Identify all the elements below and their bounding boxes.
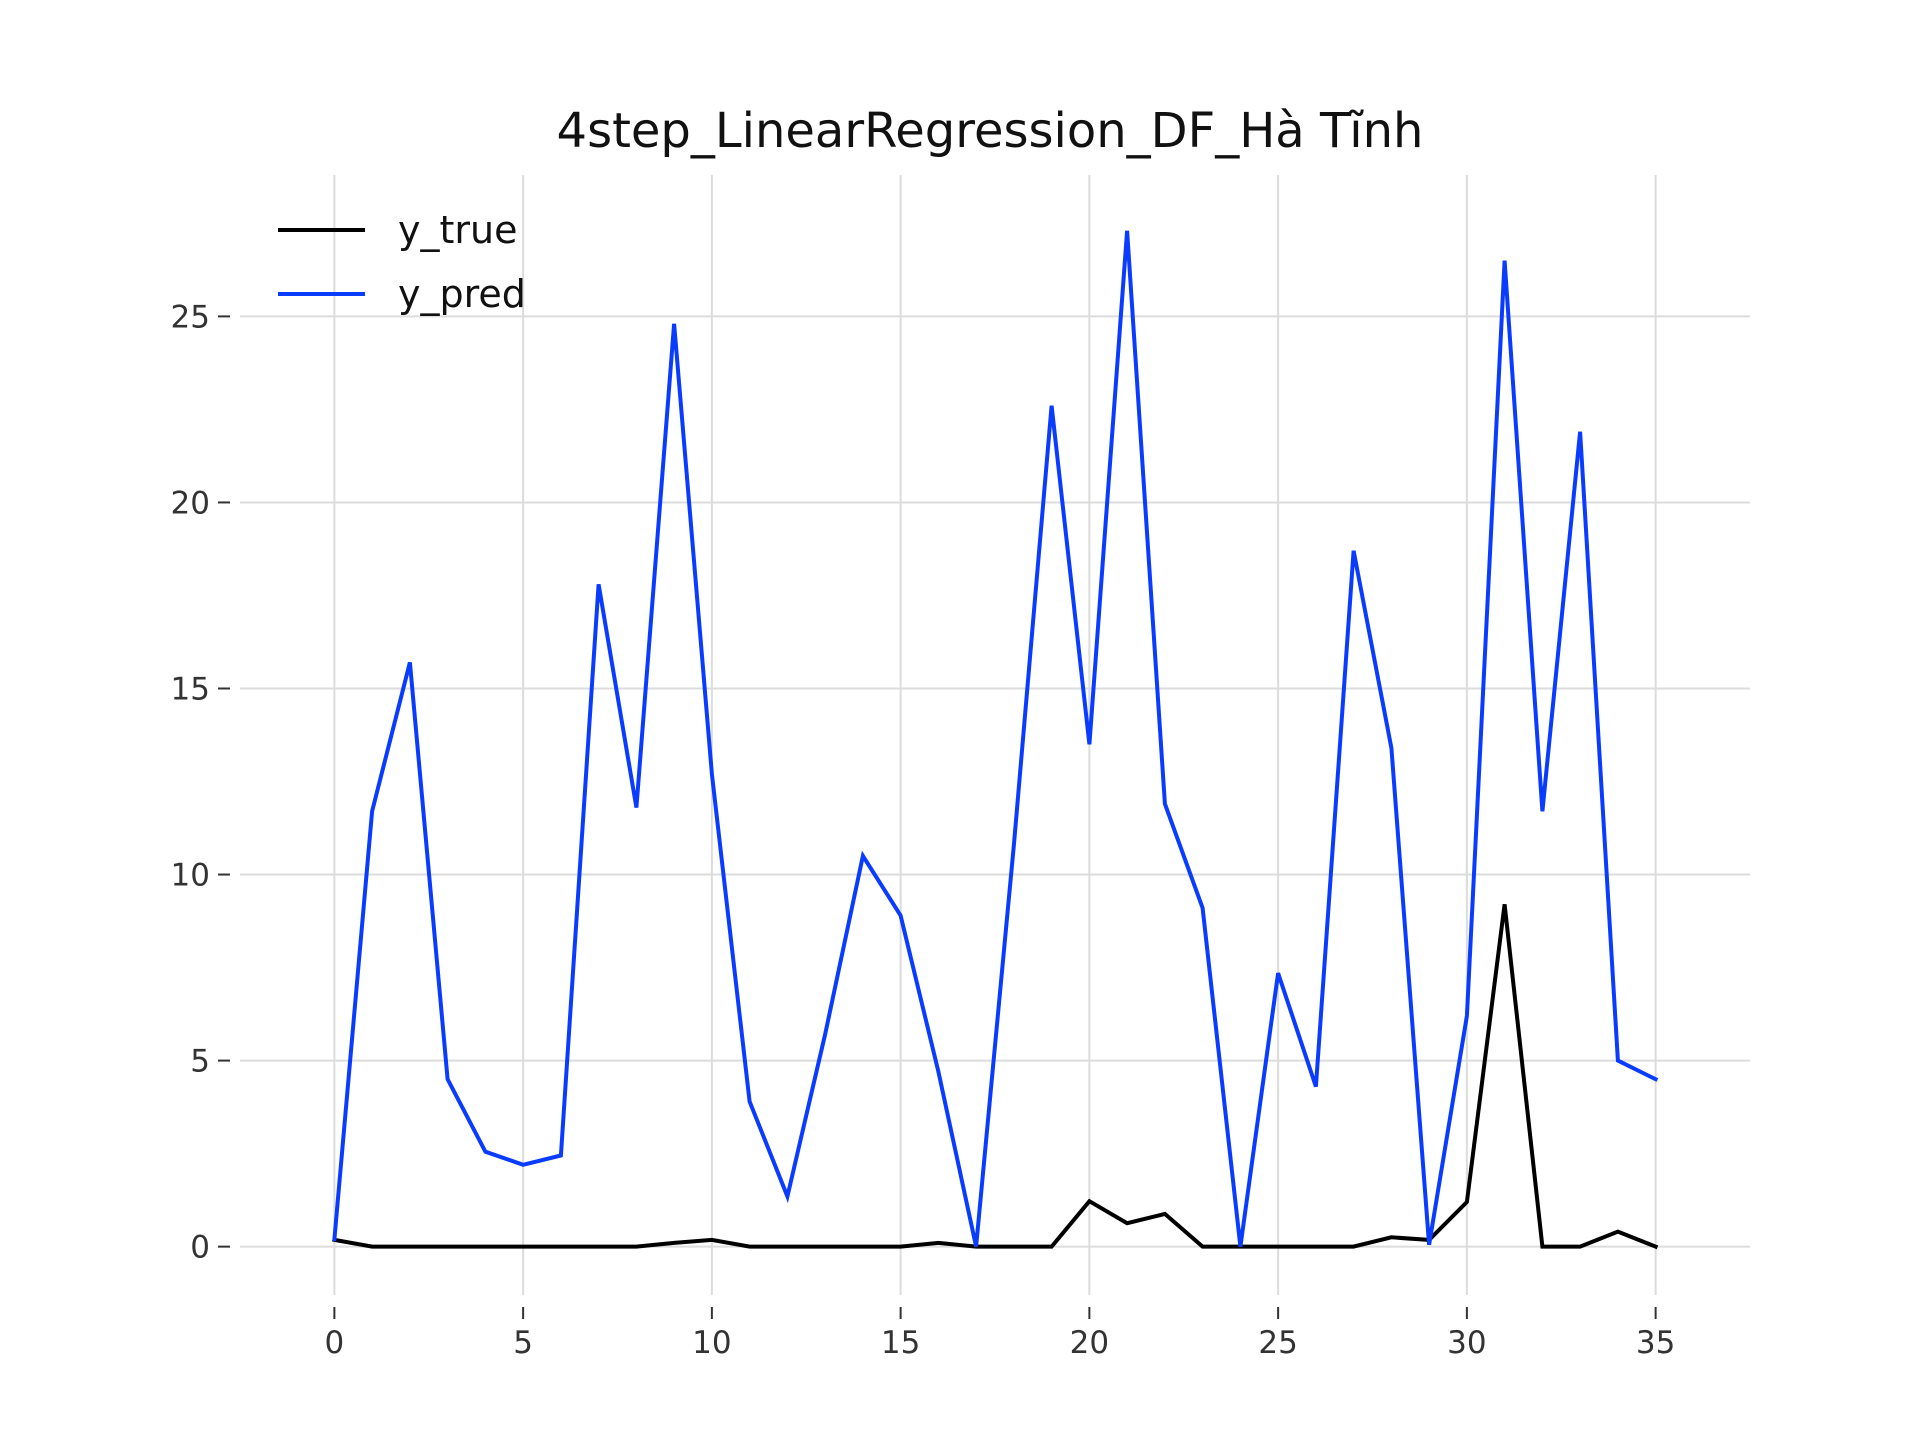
- x-tick-label: 0: [325, 1325, 345, 1361]
- legend: y_true y_pred: [278, 208, 526, 316]
- legend-label: y_pred: [398, 272, 526, 316]
- x-tick-label: 30: [1447, 1325, 1486, 1361]
- series-line-y-pred: [332, 230, 1659, 1248]
- y-tick-label: 0: [190, 1230, 210, 1266]
- x-tick-label: 15: [881, 1325, 920, 1361]
- x-tick-label: 25: [1258, 1325, 1297, 1361]
- axis-ticks: 0 5 10 15 20 25 30 35 0 5 10 15 20 25: [171, 299, 1676, 1361]
- x-tick-label: 5: [513, 1325, 533, 1361]
- y-tick-label: 15: [171, 671, 210, 707]
- series-lines: [332, 230, 1659, 1250]
- legend-label: y_true: [398, 208, 517, 252]
- series-line-y-true: [332, 904, 1659, 1250]
- y-tick-label: 25: [171, 299, 210, 335]
- x-tick-label: 10: [692, 1325, 731, 1361]
- y-tick-label: 5: [190, 1044, 210, 1080]
- x-tick-label: 20: [1070, 1325, 1109, 1361]
- y-tick-label: 10: [171, 858, 210, 894]
- chart-title: 4step_LinearRegression_DF_Hà Tĩnh: [557, 103, 1424, 159]
- y-tick-label: 20: [171, 485, 210, 521]
- x-tick-label: 35: [1636, 1325, 1675, 1361]
